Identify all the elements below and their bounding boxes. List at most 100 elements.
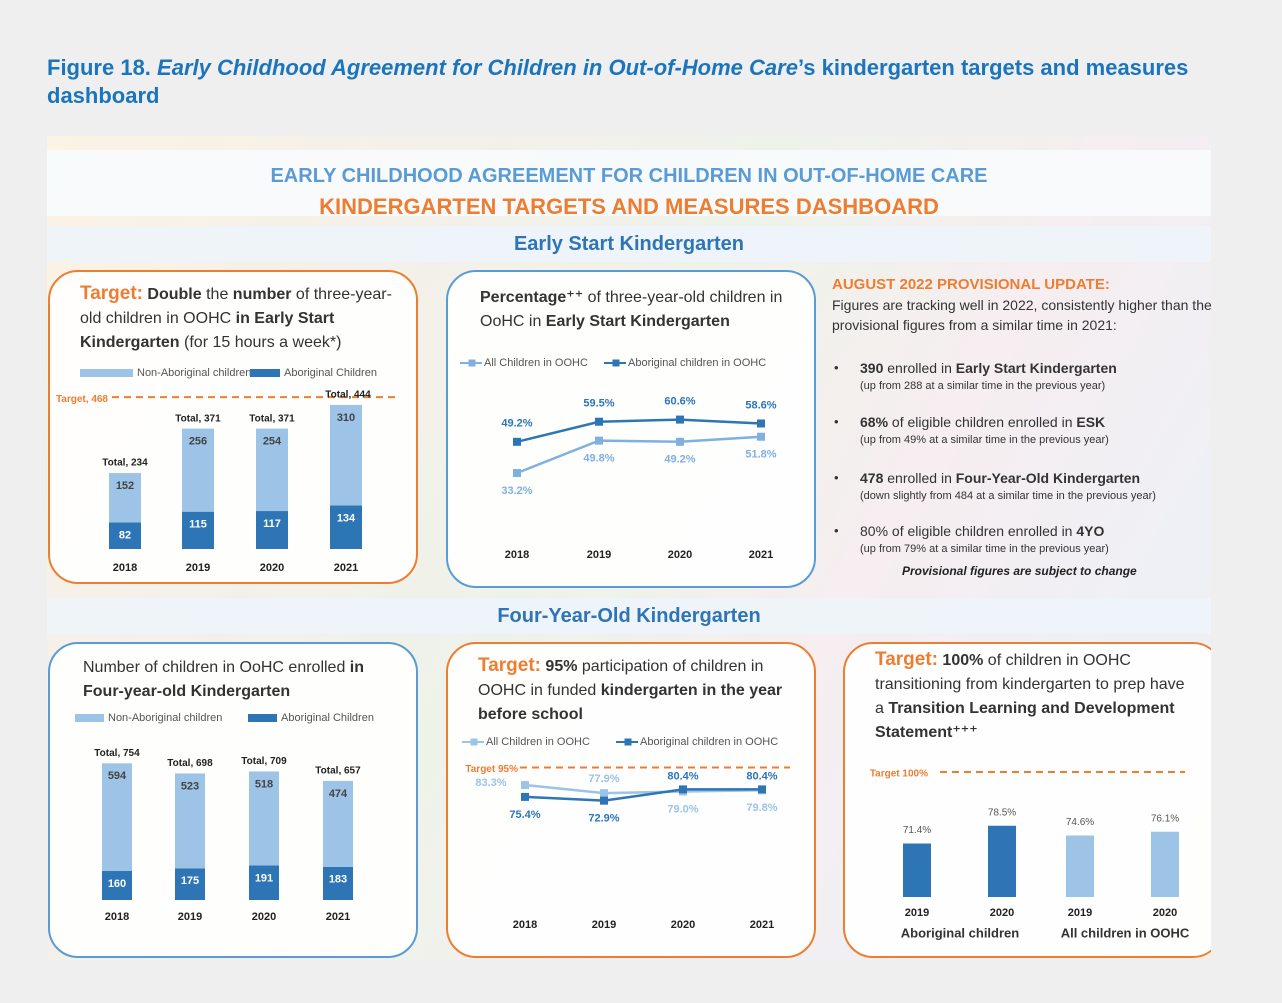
x-tick-label: 2020 [252, 911, 276, 923]
bar-segment [175, 868, 205, 900]
x-tick-label: 2019 [1068, 907, 1092, 919]
bullet: • [834, 360, 839, 375]
marker [513, 437, 521, 446]
text-run: ESK [1076, 414, 1106, 430]
bar [1151, 831, 1179, 897]
item-text: 478 enrolled in Four-Year-Old Kindergart… [860, 470, 1140, 486]
total-label: Total, 709 [241, 756, 287, 767]
marker [676, 437, 684, 446]
legend-label: Aboriginal children in OOHC [628, 357, 766, 369]
x-tick-label: 2021 [334, 562, 358, 574]
legend-swatch [80, 369, 133, 377]
text-run: in Four-year-old Kindergarten [83, 659, 365, 700]
bar-segment [249, 771, 279, 866]
text-run: 68% [860, 414, 889, 430]
value-label: 78.5% [988, 807, 1016, 818]
text-run: of three-year-old children in OOHC [80, 286, 392, 327]
group-label: Aboriginal children [901, 925, 1020, 940]
legend-swatch [250, 369, 280, 377]
marker [600, 789, 608, 798]
dashboard-header: EARLY CHILDHOOD AGREEMENT FOR CHILDREN I… [47, 150, 1211, 219]
item-sub: (down slightly from 484 at a similar tim… [860, 490, 1156, 502]
x-tick-label: 2020 [260, 562, 284, 574]
value-label: 49.2% [664, 454, 695, 466]
value-label: 160 [108, 878, 126, 890]
text-run: Four-Year-Old Kindergarten [955, 470, 1141, 486]
group-label: All children in OOHC [1061, 925, 1190, 940]
text-run: Target: [875, 649, 938, 670]
total-label: Total, 371 [249, 413, 295, 424]
panel-title: Number of children in OoHC enrolled in F… [83, 656, 403, 704]
item-text: 390 enrolled in Early Start Kindergarten [860, 360, 1117, 376]
x-tick-label: 2020 [1153, 907, 1177, 919]
x-tick-label: 2019 [592, 919, 616, 931]
total-label: Total, 698 [167, 758, 213, 769]
text-run: kindergarten in the year before school [478, 682, 783, 723]
value-label: 79.8% [746, 802, 777, 814]
section-title: Four-Year-Old Kindergarten [47, 598, 1211, 634]
item-text: 80% of eligible children enrolled in 4YO [860, 523, 1104, 539]
text-run: ’s kindergarten targets and measures das… [47, 55, 1189, 108]
text-run: 390 [860, 360, 884, 376]
target-label: Target, 468 [56, 394, 108, 405]
value-label: 77.9% [588, 773, 619, 785]
value-label: 75.4% [509, 809, 540, 821]
value-label: 71.4% [903, 825, 931, 836]
panel: Target: 100% of children in OOHC transit… [843, 642, 1211, 958]
x-tick-label: 2021 [326, 911, 350, 923]
item-sub: (up from 79% at a similar time in the pr… [860, 543, 1109, 555]
text-run: Target: [478, 655, 541, 676]
text-run: the [201, 286, 233, 303]
value-label: 74.6% [1066, 817, 1094, 828]
value-label: 310 [337, 412, 355, 424]
legend-label: Non-Aboriginal children [137, 367, 251, 379]
legend-swatch [248, 714, 277, 722]
panel-title: Target: 100% of children in OOHC transit… [875, 648, 1195, 745]
marker [600, 796, 608, 805]
legend-label: Aboriginal Children [284, 367, 377, 379]
bullet: • [834, 470, 839, 485]
bar [988, 825, 1016, 897]
bar-segment [175, 773, 205, 869]
total-label: Total, 657 [315, 766, 361, 777]
value-label: 60.6% [664, 395, 695, 407]
section-title: Early Start Kindergarten [47, 226, 1211, 262]
x-tick-label: 2020 [671, 919, 695, 931]
value-label: 49.8% [583, 453, 614, 465]
marker [676, 415, 684, 424]
bullet: • [834, 414, 839, 429]
legend-swatch [75, 714, 104, 722]
value-label: 58.6% [745, 399, 776, 411]
update-intro: Figures are tracking well in 2022, consi… [832, 297, 1211, 333]
text-run: of children in OOHC transitioning from k… [875, 652, 1185, 717]
legend-marker [470, 738, 478, 746]
bar [903, 843, 931, 897]
marker [521, 781, 529, 790]
text-run: of eligible children enrolled in [888, 414, 1077, 430]
bar-segment [109, 522, 141, 549]
marker [595, 436, 603, 445]
text-run: 80% of eligible children enrolled in [860, 523, 1077, 539]
legend-label: Aboriginal children in OOHC [640, 736, 778, 748]
text-run: Early Start Kindergarten [955, 360, 1117, 376]
value-label: 134 [337, 512, 356, 524]
x-tick-label: 2019 [587, 549, 611, 561]
target-label: Target 95% [465, 764, 518, 775]
text-run: enrolled in [883, 470, 956, 486]
text-run: 95% [540, 658, 578, 675]
x-tick-label: 2019 [905, 907, 929, 919]
value-label: 80.4% [746, 770, 777, 782]
legend-label: Non-Aboriginal children [108, 712, 222, 724]
text-run: 478 [860, 470, 884, 486]
x-tick-label: 2021 [749, 549, 773, 561]
bar-segment [182, 511, 214, 549]
value-label: 523 [181, 780, 199, 792]
value-label: 474 [329, 788, 348, 800]
bar-segment [323, 866, 353, 900]
update-note: Provisional figures are subject to chang… [902, 564, 1137, 578]
value-label: 72.9% [588, 813, 619, 825]
text-run: Double [142, 286, 202, 303]
text-run: (for 15 hours a week*) [179, 334, 342, 351]
